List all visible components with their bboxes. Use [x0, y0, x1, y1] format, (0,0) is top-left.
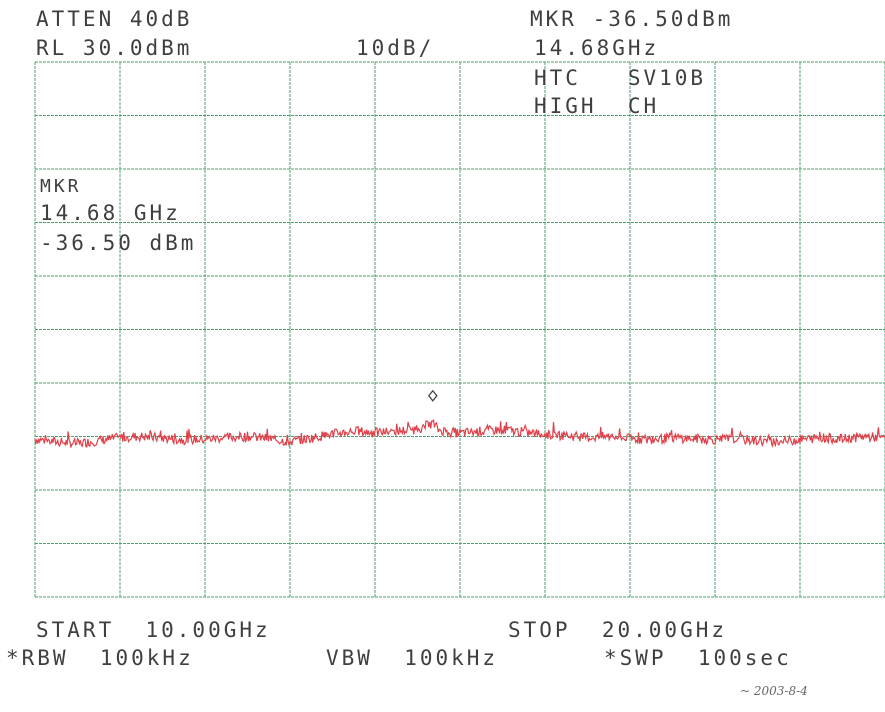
- marker-box-title: MKR: [40, 176, 82, 197]
- vbw-label: VBW 100kHz: [326, 646, 499, 670]
- marker-diamond: [427, 389, 438, 402]
- stop-freq-label: STOP 20.00GHz: [508, 618, 728, 642]
- start-freq-label: START 10.00GHz: [36, 618, 271, 642]
- marker-level-label: MKR -36.50dBm: [530, 7, 734, 31]
- signature-mark: ~: [740, 684, 754, 698]
- graticule: [34, 61, 885, 598]
- sweep-label: *SWP 100sec: [604, 646, 792, 670]
- spectrum-trace: [34, 419, 885, 448]
- marker-box-level: -36.50 dBm: [40, 231, 197, 255]
- handwritten-signature: ~ 2003-8-4: [740, 684, 808, 698]
- atten-label: ATTEN 40dB: [36, 7, 193, 31]
- channel-label: HIGH CH: [534, 94, 660, 118]
- device-label: HTC SV10B: [534, 66, 707, 90]
- signature-date: 2003-8-4: [753, 684, 808, 698]
- scale-label: 10dB/: [356, 36, 435, 60]
- marker-box-freq: 14.68 GHz: [40, 201, 181, 225]
- ref-level-label: RL 30.0dBm: [36, 36, 193, 60]
- rbw-label: *RBW 100kHz: [6, 646, 194, 670]
- marker-freq-label: 14.68GHz: [534, 36, 660, 60]
